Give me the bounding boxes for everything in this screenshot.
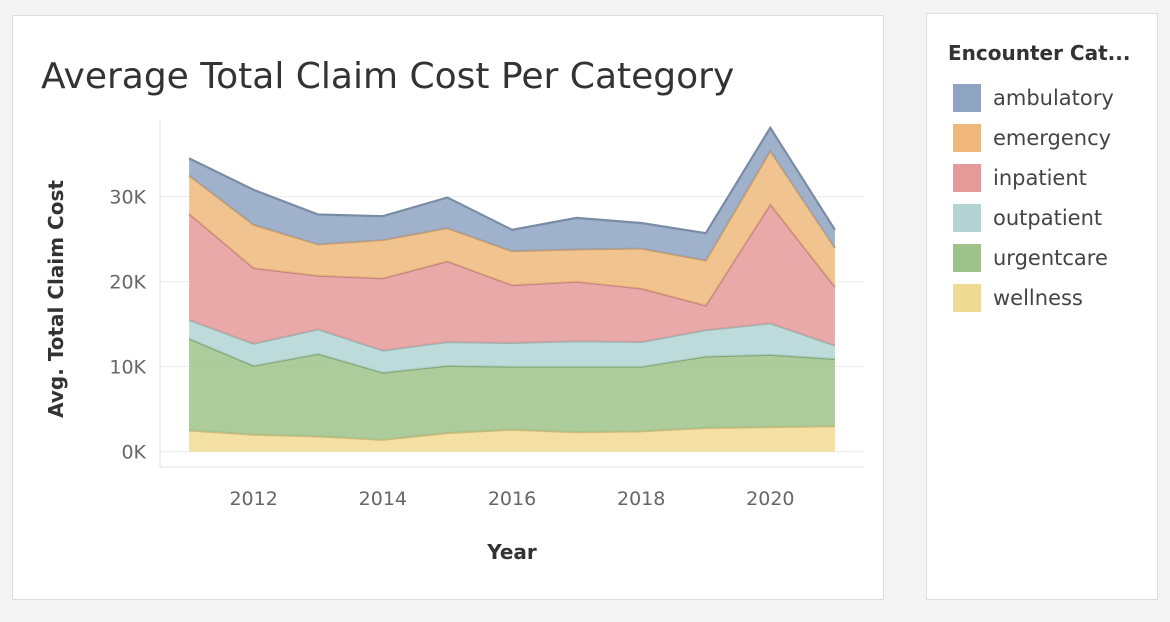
legend-label: inpatient	[993, 166, 1087, 190]
x-tick-label: 2016	[488, 488, 536, 510]
area-outpatient[interactable]	[189, 319, 835, 373]
chart-title: Average Total Claim Cost Per Category	[41, 56, 735, 97]
y-tick-label: 20K	[109, 272, 146, 294]
legend-label: ambulatory	[993, 86, 1114, 110]
legend-item-ambulatory[interactable]: ambulatory	[953, 78, 1114, 118]
legend-title: Encounter Cat...	[948, 41, 1131, 65]
x-tick-label: 2014	[359, 488, 407, 510]
legend-label: outpatient	[993, 206, 1103, 230]
area-chart[interactable]: 0K 10K 20K 30K 2012 2014 2016 2018 2020 Year Avg. …	[13, 16, 883, 599]
x-axis-title: Year	[486, 540, 537, 564]
legend-item-wellness[interactable]: wellness	[953, 278, 1114, 318]
legend-label: wellness	[993, 286, 1083, 310]
x-tick-label: 2020	[746, 488, 794, 510]
legend-panel: Encounter Cat... ambulatory emergency inpa…	[926, 13, 1158, 600]
legend-label: urgentcare	[993, 246, 1108, 270]
x-tick-label: 2012	[229, 488, 277, 510]
legend-item-emergency[interactable]: emergency	[953, 118, 1114, 158]
legend-item-urgentcare[interactable]: urgentcare	[953, 238, 1114, 278]
area-edge-ambulatory	[188, 125, 836, 235]
legend-swatch	[953, 284, 981, 312]
legend-item-inpatient[interactable]: inpatient	[953, 158, 1114, 198]
legend-list: ambulatory emergency inpatient outpatient ur…	[953, 78, 1114, 318]
legend-item-outpatient[interactable]: outpatient	[953, 198, 1114, 238]
area-inpatient[interactable]	[189, 204, 835, 351]
y-axis-title: Avg. Total Claim Cost	[44, 180, 68, 418]
chart-panel: Average Total Claim Cost Per Category 0K…	[12, 15, 884, 600]
area-emergency[interactable]	[189, 150, 835, 306]
y-tick-label: 30K	[109, 187, 146, 209]
legend-swatch	[953, 204, 981, 232]
x-tick-label: 2018	[617, 488, 665, 510]
areas	[188, 125, 836, 452]
legend-swatch	[953, 244, 981, 272]
legend-label: emergency	[993, 126, 1112, 150]
legend-swatch	[953, 124, 981, 152]
y-tick-label: 10K	[109, 357, 146, 379]
area-ambulatory[interactable]	[189, 127, 835, 261]
area-wellness[interactable]	[189, 426, 835, 452]
y-tick-label: 0K	[121, 442, 146, 464]
legend-swatch	[953, 164, 981, 192]
legend-swatch	[953, 84, 981, 112]
